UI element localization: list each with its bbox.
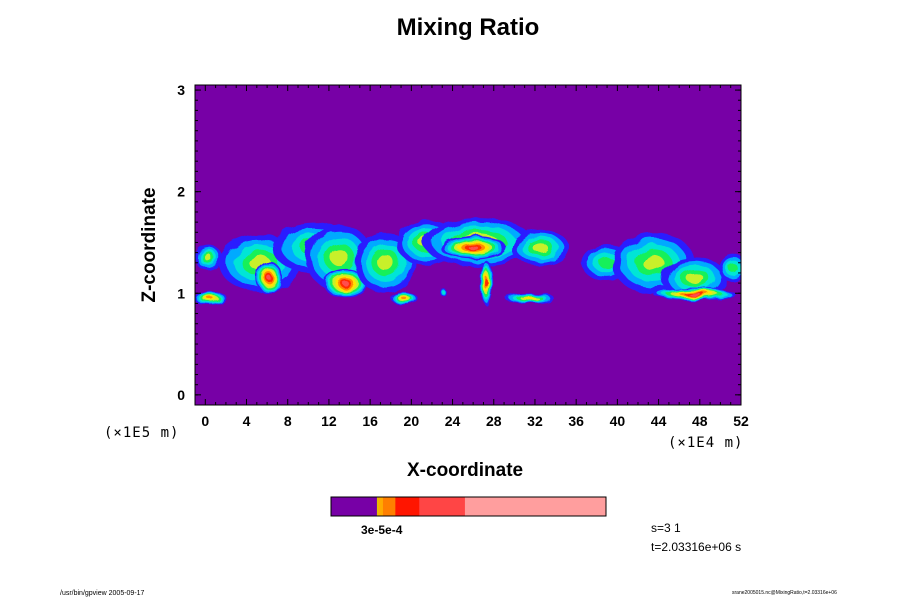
y-tick-label: 1 (177, 285, 185, 301)
time-readout: t=2.03316e+06 s (651, 540, 742, 554)
colorbar-segment-5 (419, 497, 466, 516)
contour-green-16 (598, 256, 616, 269)
colorbar-segment-6 (464, 497, 607, 516)
contour-yellow-green-14 (532, 242, 548, 253)
contour-coral-3 (267, 275, 272, 281)
colorbar (330, 496, 607, 517)
colorbar-segment-4 (395, 497, 420, 516)
x-axis-unit: (×1E4 m) (668, 435, 744, 451)
contour-cyan-9 (440, 289, 444, 293)
contour-coral-12 (468, 245, 479, 250)
contour-green-20 (728, 263, 738, 273)
x-tick-label: 4 (243, 413, 251, 429)
x-tick-label: 8 (284, 413, 292, 429)
x-tick-label: 44 (651, 413, 667, 429)
contour-orange-1 (207, 296, 214, 300)
y-tick-label: 0 (177, 387, 185, 403)
y-tick-label: 2 (177, 184, 185, 200)
colorbar-segment-2 (378, 497, 384, 516)
x-tick-label: 12 (321, 413, 337, 429)
footer-file-info: srane2005015.nc@MixingRatio,t=2.03316e+0… (732, 590, 837, 596)
contour-yellow-green-5 (330, 249, 349, 267)
x-axis-label: X-coordinate (407, 460, 524, 481)
contour-yellow-green-0 (204, 254, 212, 262)
colorbar-frame (330, 496, 607, 517)
x-tick-label: 32 (527, 413, 543, 429)
x-tick-label: 24 (445, 413, 461, 429)
x-tick-label: 40 (610, 413, 626, 429)
contour-fill-layer (195, 218, 741, 306)
contour-yellow-15 (524, 297, 536, 300)
x-tick-label: 48 (692, 413, 708, 429)
x-tick-label: 36 (568, 413, 584, 429)
contour-coral-6 (342, 280, 349, 286)
x-tick-label: 28 (486, 413, 502, 429)
colorbar-label: 3e-5e-4 (361, 523, 403, 537)
colorbar-segment-3 (382, 497, 396, 516)
x-tick-label: 0 (201, 413, 209, 429)
axis-ticks (195, 85, 742, 405)
contour-yellow-green-7 (377, 254, 394, 271)
x-tick-label: 20 (404, 413, 420, 429)
x-tick-label: 52 (733, 413, 749, 429)
contour-orange-8 (401, 297, 407, 300)
y-axis-label: Z-coordinate (139, 187, 160, 303)
x-tick-label: 16 (362, 413, 378, 429)
chart-title: Mixing Ratio (396, 14, 540, 41)
contour-yellow-green-17 (642, 254, 665, 271)
step-readout: s=3 1 (651, 521, 681, 535)
footer-command: /usr/bin/gpview 2005-09-17 (60, 590, 145, 597)
contour-yellow-green-18 (686, 272, 704, 284)
colorbar-segment-0 (331, 497, 378, 516)
contour-coral-19 (688, 293, 701, 296)
contour-red-13 (485, 279, 489, 287)
y-tick-label: 3 (177, 82, 185, 98)
plot-frame (194, 84, 742, 406)
colorbar-segment-1 (376, 497, 380, 516)
y-axis-unit: (×1E5 m) (104, 425, 180, 441)
